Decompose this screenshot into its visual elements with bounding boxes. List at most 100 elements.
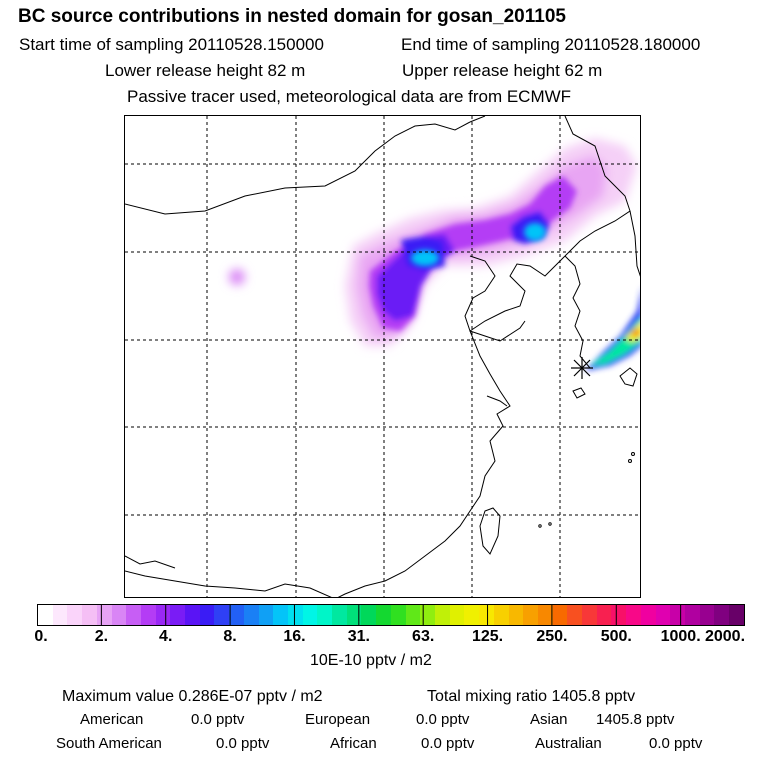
colorbar-swatch — [185, 605, 200, 625]
receptor-star-icon — [571, 357, 593, 379]
colorbar-swatch — [729, 605, 744, 625]
colorbar-tick-label: 2. — [94, 628, 109, 645]
lower-release-height-label: Lower release height 82 m — [105, 61, 306, 80]
asian-label: Asian — [530, 711, 568, 728]
colorbar-tick-label: 125. — [471, 628, 504, 645]
plume-cyan-west — [411, 250, 439, 266]
bohai-coast — [464, 255, 566, 332]
colorbar-swatch — [611, 605, 627, 625]
maximum-value-label: Maximum value 0.286E-07 pptv / m2 — [62, 688, 323, 705]
european-label: European — [305, 711, 371, 728]
american-label: American — [80, 711, 144, 728]
colorbar-swatch — [508, 605, 524, 625]
colorbar-swatch — [287, 605, 303, 625]
colorbar-swatch — [567, 605, 583, 625]
south-china-inland-border — [125, 570, 332, 597]
sampling-end-label: End time of sampling 20110528.180000 — [401, 35, 701, 54]
plume-cyan-east — [524, 223, 546, 241]
plume-magenta-core — [369, 176, 577, 331]
colorbar-swatch — [464, 605, 480, 625]
isolated-spot — [229, 269, 245, 285]
south-american-value: 0.0 pptv — [216, 735, 270, 752]
colorbar-tick-label: 250. — [536, 628, 568, 645]
yangtze-delta — [486, 395, 508, 407]
northwest-border — [125, 555, 176, 569]
american-value: 0.0 pptv — [191, 711, 245, 728]
plot-title: BC source contributions in nested domain… — [18, 6, 566, 27]
colorbar-swatch — [640, 605, 656, 625]
african-value: 0.0 pptv — [421, 735, 475, 752]
map-canvas — [125, 116, 640, 597]
colorbar-swatch — [699, 605, 715, 625]
south-american-label: South American — [56, 735, 162, 752]
colorbar-unit-label: 10E-10 pptv / m2 — [310, 652, 432, 669]
colorbar-swatch — [714, 605, 730, 625]
colorbar-swatch — [405, 605, 421, 625]
china-mongolia-border — [125, 121, 471, 215]
colorbar-swatch — [684, 605, 700, 625]
colorbar-tick-label: 0. — [34, 628, 48, 645]
colorbar-tick-label: 500. — [600, 628, 632, 645]
european-value: 0.0 pptv — [416, 711, 470, 728]
coastlines — [125, 116, 640, 597]
colorbar-swatch — [332, 605, 347, 625]
colorbar-swatch — [302, 605, 318, 625]
colorbar-tick-label: 63. — [412, 628, 435, 645]
colorbar-swatch — [655, 605, 671, 625]
colorbar-tick-label: 1000. — [660, 628, 701, 645]
colorbar-swatch — [582, 605, 597, 625]
colorbar-swatch — [361, 605, 377, 625]
colorbar-swatch — [376, 605, 391, 625]
lat-lon-grid — [125, 116, 640, 597]
sampling-start-label: Start time of sampling 20110528.150000 — [19, 35, 324, 54]
map-panel — [124, 115, 641, 598]
colorbar-swatch — [243, 605, 259, 625]
korea-coast-east — [629, 210, 640, 277]
colorbar-swatch — [493, 605, 509, 625]
colorbar-swatch — [449, 605, 465, 625]
colorbar-tick-label: 31. — [347, 628, 370, 645]
colorbar-swatch — [170, 605, 186, 625]
colorbar-swatch — [258, 605, 274, 625]
colorbar-swatch — [552, 605, 568, 625]
australian-value: 0.0 pptv — [649, 735, 703, 752]
colorbar-swatch — [626, 605, 641, 625]
east-border — [564, 116, 631, 257]
colorbar-swatch — [140, 605, 156, 625]
total-mixing-ratio-label: Total mixing ratio 1405.8 pptv — [427, 688, 636, 705]
tracer-info-label: Passive tracer used, meteorological data… — [127, 87, 572, 106]
colorbar-swatch — [479, 605, 494, 625]
jeju-island — [572, 387, 586, 399]
african-label: African — [330, 735, 377, 752]
colorbar-swatch — [67, 605, 83, 625]
australian-label: Australian — [535, 735, 602, 752]
colorbar-swatch — [38, 605, 53, 625]
colorbar-swatch — [420, 605, 435, 625]
shandong-peninsula — [469, 320, 526, 342]
colorbar-tick-label: 8. — [223, 628, 237, 645]
colorbar-tick-label: 4. — [159, 628, 173, 645]
colorbar-tick-label: 16. — [283, 628, 306, 645]
korea-coast-west — [564, 255, 591, 369]
colorbar-dividers — [100, 604, 682, 626]
china-east-coast — [337, 330, 511, 597]
japan-kyushu — [619, 367, 638, 387]
asian-value: 1405.8 pptv — [596, 711, 675, 728]
colorbar-swatch — [523, 605, 538, 625]
colorbar-swatch — [155, 605, 171, 625]
colorbar-swatch — [214, 605, 230, 625]
colorbar — [37, 604, 745, 626]
colorbar-swatch — [199, 605, 215, 625]
colorbar-swatch — [390, 605, 406, 625]
mongolia-north-border — [469, 116, 486, 123]
colorbar-swatch — [126, 605, 141, 625]
colorbar-swatch — [596, 605, 612, 625]
colorbar-swatch — [346, 605, 362, 625]
colorbar-swatch — [537, 605, 553, 625]
colorbar-swatch — [229, 605, 244, 625]
colorbar-swatch — [96, 605, 112, 625]
colorbar-swatch — [82, 605, 97, 625]
colorbar-tick-label: 2000. — [704, 628, 746, 645]
colorbar-swatch — [111, 605, 127, 625]
colorbar-swatch — [434, 605, 450, 625]
